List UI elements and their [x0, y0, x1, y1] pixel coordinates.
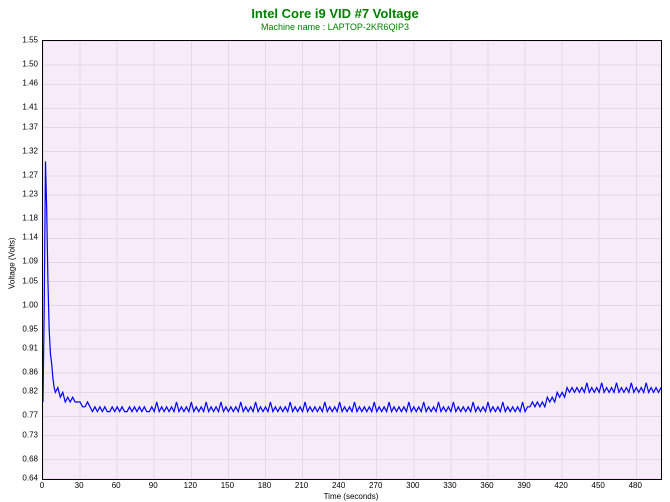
chart-subtitle: Machine name : LAPTOP-2KR6QIP3: [0, 22, 670, 32]
x-tick-label: 210: [295, 481, 308, 490]
plot-svg: [43, 41, 661, 479]
y-tick-label: 1.09: [22, 257, 38, 266]
y-tick-label: 1.37: [22, 122, 38, 131]
x-tick-label: 390: [517, 481, 530, 490]
x-tick-label: 330: [443, 481, 456, 490]
y-tick-label: 1.55: [22, 36, 38, 45]
x-tick-label: 480: [629, 481, 642, 490]
y-axis-label: Voltage (Volts): [8, 237, 17, 289]
x-tick-label: 240: [332, 481, 345, 490]
y-tick-label: 0.95: [22, 324, 38, 333]
y-tick-label: 1.00: [22, 300, 38, 309]
x-tick-label: 300: [406, 481, 419, 490]
y-tick-label: 1.46: [22, 79, 38, 88]
y-tick-label: 0.68: [22, 454, 38, 463]
voltage-series: [43, 161, 661, 411]
x-tick-label: 450: [592, 481, 605, 490]
x-tick-label: 270: [369, 481, 382, 490]
x-tick-label: 0: [40, 481, 44, 490]
y-tick-label: 0.91: [22, 344, 38, 353]
y-tick-label: 1.41: [22, 103, 38, 112]
y-tick-label: 0.64: [22, 474, 38, 483]
x-tick-label: 360: [480, 481, 493, 490]
chart-title: Intel Core i9 VID #7 Voltage: [0, 6, 670, 21]
chart-frame: Intel Core i9 VID #7 Voltage Machine nam…: [0, 0, 670, 502]
y-tick-label: 0.77: [22, 411, 38, 420]
x-tick-label: 120: [184, 481, 197, 490]
x-tick-label: 90: [149, 481, 158, 490]
x-tick-label: 420: [554, 481, 567, 490]
y-tick-label: 1.05: [22, 276, 38, 285]
y-tick-label: 1.32: [22, 146, 38, 155]
x-tick-label: 180: [258, 481, 271, 490]
plot-area: [42, 40, 662, 480]
y-tick-label: 1.18: [22, 214, 38, 223]
y-tick-label: 0.86: [22, 368, 38, 377]
x-axis-label: Time (seconds): [42, 492, 660, 501]
x-tick-label: 150: [221, 481, 234, 490]
y-tick-label: 1.50: [22, 60, 38, 69]
y-tick-label: 1.27: [22, 170, 38, 179]
y-tick-label: 0.73: [22, 430, 38, 439]
y-tick-label: 1.23: [22, 190, 38, 199]
x-tick-label: 60: [112, 481, 121, 490]
y-tick-label: 0.82: [22, 387, 38, 396]
y-tick-label: 1.14: [22, 233, 38, 242]
gridlines: [43, 41, 661, 479]
x-tick-label: 30: [75, 481, 84, 490]
